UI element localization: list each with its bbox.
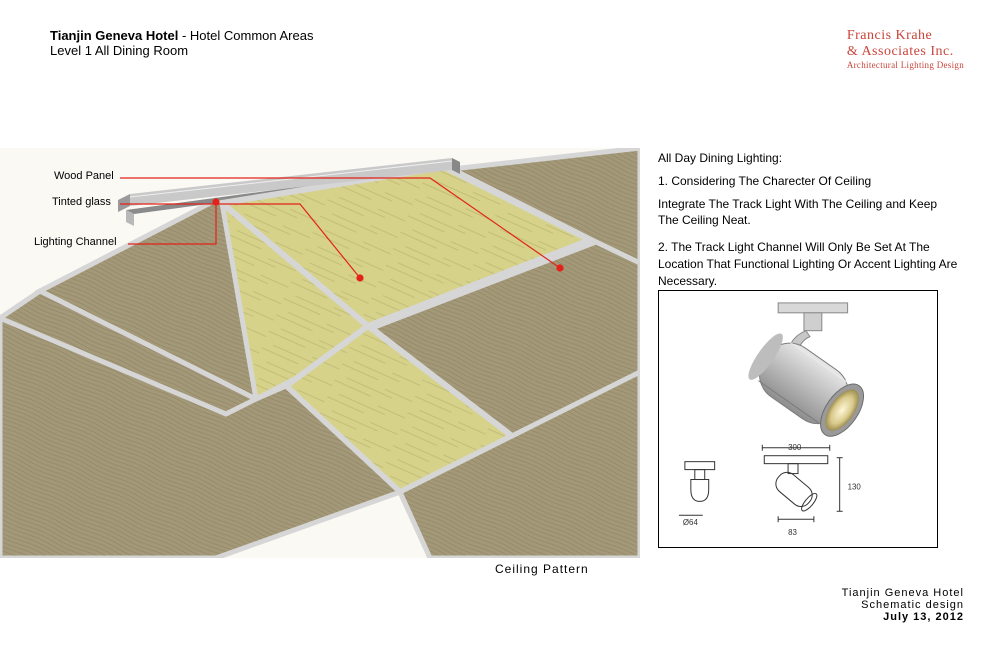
header-right: Francis Krahe & Associates Inc. Architec…: [847, 28, 964, 70]
firm-name-2: & Associates Inc.: [847, 44, 964, 60]
dim-h: 130: [848, 482, 862, 491]
header-left: Tianjin Geneva Hotel - Hotel Common Area…: [50, 28, 313, 58]
notes-block: All Day Dining Lighting: 1. Considering …: [658, 150, 958, 296]
tracklight-linedrawing: [679, 445, 843, 522]
firm-tagline: Architectural Lighting Design: [847, 60, 964, 70]
label-tinted-glass: Tinted glass: [52, 196, 111, 208]
label-lighting-channel: Lighting Channel: [34, 236, 117, 248]
dim-base-w: 83: [788, 528, 797, 537]
notes-p1a: 1. Considering The Charecter Of Ceiling: [658, 173, 958, 190]
footer-line2: Schematic design: [842, 599, 964, 611]
tracklight-svg: 300 130 83 Ø64: [659, 291, 937, 547]
label-wood-panel: Wood Panel: [54, 170, 114, 182]
footer-line3: July 13, 2012: [842, 611, 964, 623]
notes-p2: 2. The Track Light Channel Will Only Be …: [658, 239, 958, 289]
project-title-bold: Tianjin Geneva Hotel: [50, 28, 178, 43]
notes-title: All Day Dining Lighting:: [658, 150, 958, 167]
notes-p1b: Integrate The Track Light With The Ceili…: [658, 196, 958, 230]
project-level: Level 1 All Dining Room: [50, 43, 313, 58]
project-title-rest: - Hotel Common Areas: [178, 28, 313, 43]
project-title: Tianjin Geneva Hotel - Hotel Common Area…: [50, 28, 313, 43]
ceiling-diagram: Wood Panel Tinted glass Lighting Channel: [0, 148, 640, 558]
ceiling-iso-svg: [0, 148, 640, 558]
diagram-caption: Ceiling Pattern: [495, 562, 589, 576]
footer-block: Tianjin Geneva Hotel Schematic design Ju…: [842, 587, 964, 623]
dim-dia: Ø64: [683, 518, 699, 527]
firm-name-1: Francis Krahe: [847, 28, 964, 44]
footer-line1: Tianjin Geneva Hotel: [842, 587, 964, 599]
tracklight-detail: 300 130 83 Ø64: [658, 290, 938, 548]
dim-w: 300: [788, 443, 802, 452]
